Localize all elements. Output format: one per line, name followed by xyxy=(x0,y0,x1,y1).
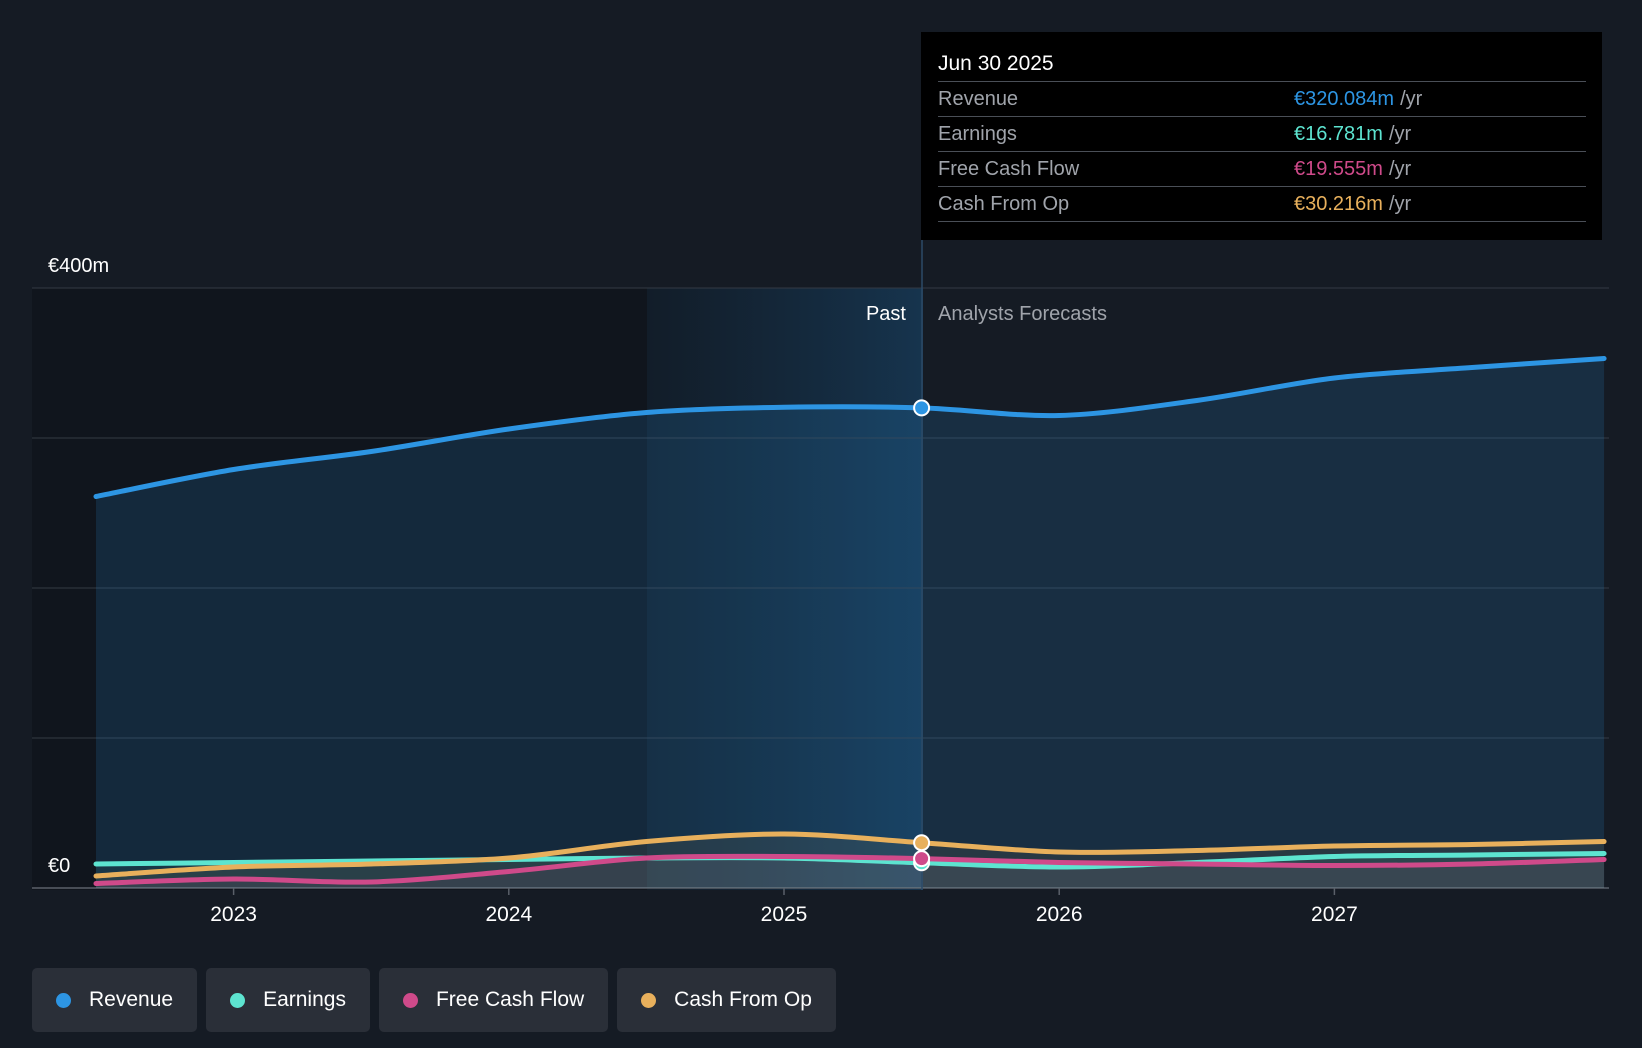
tooltip-unit: /yr xyxy=(1388,123,1412,145)
y-axis-bottom-label: €0 xyxy=(48,855,70,877)
revenue-area xyxy=(96,358,1605,888)
tooltip-row-cash-from-op: Cash From Op €30.216m/yr xyxy=(938,186,1586,222)
tooltip-date: Jun 30 2025 xyxy=(938,52,1054,75)
revenue-marker xyxy=(913,399,931,417)
x-axis-ticks: 2023 2024 2025 2026 2027 xyxy=(210,888,1358,926)
tooltip-value: €16.781m xyxy=(1294,123,1383,145)
free-cash-flow-area xyxy=(96,856,1605,888)
legend-dot-icon xyxy=(402,992,418,1008)
legend-label: Free Cash Flow xyxy=(435,988,585,1011)
tooltip: Jun 30 2025 Revenue €320.084m/yr Earning… xyxy=(921,32,1602,240)
legend-label: Cash From Op xyxy=(674,988,812,1011)
revenue-line xyxy=(93,356,1607,499)
past-label: Past xyxy=(866,303,906,325)
free-cash-flow-line xyxy=(93,853,1607,886)
divider-markers xyxy=(913,399,931,872)
legend-dot-icon xyxy=(641,992,657,1008)
tooltip-value: €320.084m xyxy=(1294,88,1395,110)
tooltip-value: €30.216m xyxy=(1294,193,1383,215)
tooltip-value-group: €320.084m/yr xyxy=(1294,82,1422,116)
legend-label: Earnings xyxy=(263,988,346,1011)
tooltip-label: Earnings xyxy=(938,123,1017,145)
legend-item-cash-from-op[interactable]: Cash From Op xyxy=(617,968,836,1032)
tooltip-unit: /yr xyxy=(1388,158,1412,180)
tooltip-value-group: €19.555m/yr xyxy=(1294,152,1411,186)
tooltip-value-group: €30.216m/yr xyxy=(1294,187,1411,221)
past-highlight-band xyxy=(647,288,923,890)
x-tick-label: 2024 xyxy=(485,903,532,926)
cash-from-op-marker xyxy=(913,834,931,852)
x-tick-label: 2026 xyxy=(1036,903,1083,926)
legend-item-free-cash-flow[interactable]: Free Cash Flow xyxy=(378,968,609,1032)
cash-from-op-line xyxy=(93,831,1607,879)
y-axis-top-label: €400m xyxy=(48,255,109,277)
tooltip-unit: /yr xyxy=(1400,88,1423,110)
x-tick-label: 2025 xyxy=(761,903,808,926)
tooltip-label: Revenue xyxy=(938,88,1019,110)
x-tick-label: 2027 xyxy=(1311,903,1358,926)
legend-label: Revenue xyxy=(89,988,174,1011)
tooltip-unit: /yr xyxy=(1388,193,1412,215)
tooltip-value-group: €16.781m/yr xyxy=(1294,117,1411,151)
tooltip-value: €19.555m xyxy=(1294,158,1383,180)
legend-dot-icon xyxy=(230,992,246,1008)
tooltip-row-earnings: Earnings €16.781m/yr xyxy=(938,116,1586,151)
tooltip-label: Cash From Op xyxy=(938,193,1070,215)
tooltip-label: Free Cash Flow xyxy=(938,158,1080,180)
legend-dot-icon xyxy=(56,992,71,1008)
legend-item-earnings[interactable]: Earnings xyxy=(206,968,370,1032)
series-lines xyxy=(93,356,1607,886)
legend-item-revenue[interactable]: Revenue xyxy=(32,968,198,1032)
free-cash-flow-marker xyxy=(913,850,931,868)
earnings-line xyxy=(93,851,1607,870)
x-tick-label: 2023 xyxy=(210,903,257,926)
tooltip-row-free-cash-flow: Free Cash Flow €19.555m/yr xyxy=(938,151,1586,186)
legend: Revenue Earnings Free Cash Flow Cash Fro… xyxy=(32,968,836,1032)
gridlines xyxy=(32,287,1609,889)
forecast-label: Analysts Forecasts xyxy=(938,303,1107,325)
tooltip-row-revenue: Revenue €320.084m/yr xyxy=(938,81,1586,116)
